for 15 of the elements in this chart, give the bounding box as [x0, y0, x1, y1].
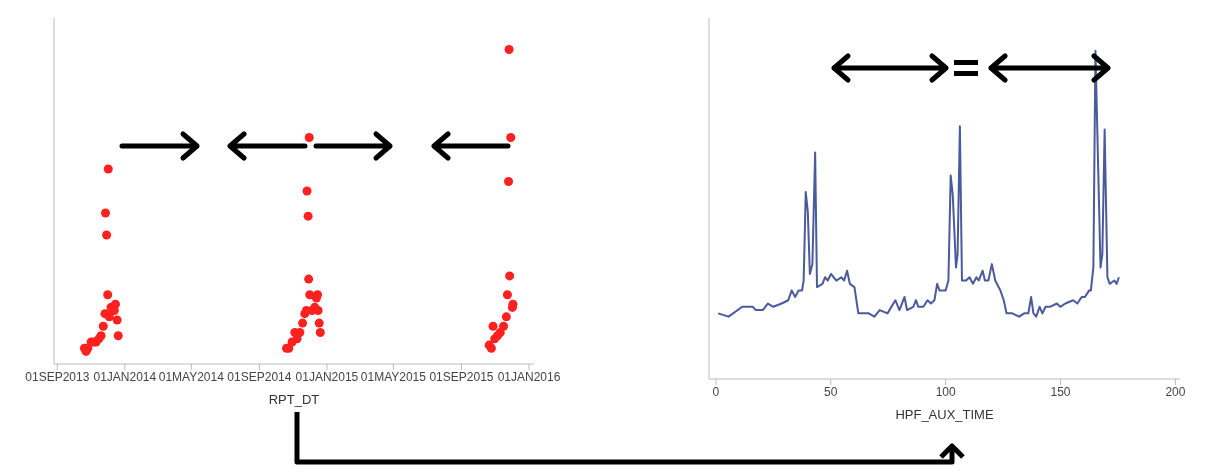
x-axis-title: RPT_DT [268, 392, 320, 407]
x-tick-label: 01SEP2015 [429, 369, 494, 384]
x-tick-label: 01JAN2014 [93, 369, 157, 384]
x-tick-label: 01JAN2015 [295, 369, 359, 384]
x-tick-label: 150 [1050, 384, 1071, 399]
x-tick-label: 100 [935, 384, 956, 399]
x-tick-label: 01SEP2013 [25, 369, 90, 384]
x-tick-label: 50 [824, 384, 838, 399]
x-tick-label: 01MAY2014 [158, 369, 225, 384]
x-tick-label: 01JAN2016 [497, 369, 561, 384]
x-axis-title: HPF_AUX_TIME [895, 407, 994, 422]
x-tick-label: 200 [1165, 384, 1186, 399]
x-tick-label: 01SEP2014 [227, 369, 292, 384]
x-tick-label: 01MAY2015 [360, 369, 427, 384]
x-tick-label: 0 [712, 384, 720, 399]
